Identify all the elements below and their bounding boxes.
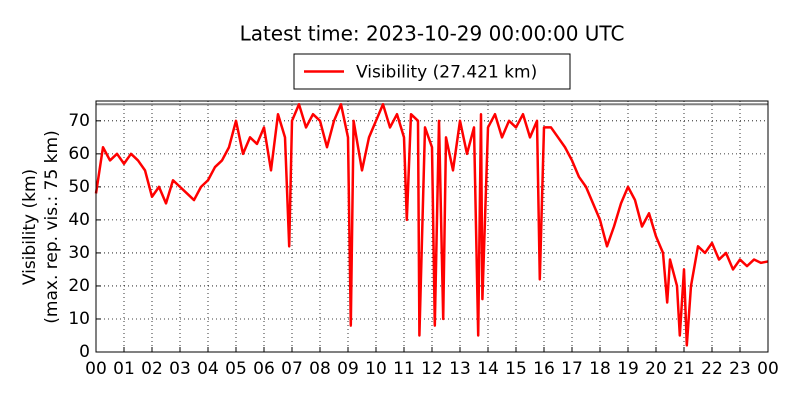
x-tick-label: 19 [617,359,639,379]
x-tick-label: 10 [365,359,387,379]
y-tick-label: 60 [68,144,90,164]
x-tick-label: 04 [197,359,219,379]
legend-label: Visibility (27.421 km) [356,63,537,83]
x-tick-label: 12 [421,359,443,379]
y-axis-label: (max. rep. vis.: 75 km) [42,130,62,323]
x-tick-label: 14 [477,359,499,379]
y-tick-label: 20 [68,276,90,296]
x-tick-label: 00 [85,359,107,379]
y-tick-label: 50 [68,177,90,197]
x-tick-label: 13 [449,359,471,379]
x-tick-label: 05 [225,359,247,379]
x-tick-label: 23 [729,359,751,379]
x-tick-label: 06 [253,359,275,379]
chart-title: Latest time: 2023-10-29 00:00:00 UTC [240,22,625,46]
y-tick-label: 10 [68,309,90,329]
x-tick-label: 17 [561,359,583,379]
y-tick-label: 40 [68,210,90,230]
x-tick-label: 01 [113,359,135,379]
x-tick-label: 11 [393,359,415,379]
y-tick-label: 0 [79,342,90,362]
x-tick-label: 00 [757,359,779,379]
x-tick-label: 18 [589,359,611,379]
plot-frame [95,100,769,353]
x-tick-label: 02 [141,359,163,379]
x-tick-label: 07 [281,359,303,379]
x-tick-label: 16 [533,359,555,379]
x-tick-label: 21 [673,359,695,379]
x-tick-label: 22 [701,359,723,379]
y-tick-label: 30 [68,243,90,263]
y-axis-label: Visibility (km) [20,169,40,285]
data-line [94,103,769,347]
x-tick-label: 09 [337,359,359,379]
x-tick-label: 15 [505,359,527,379]
x-tick-label: 08 [309,359,331,379]
x-tick-label: 03 [169,359,191,379]
y-tick-label: 70 [68,111,90,131]
x-tick-label: 20 [645,359,667,379]
